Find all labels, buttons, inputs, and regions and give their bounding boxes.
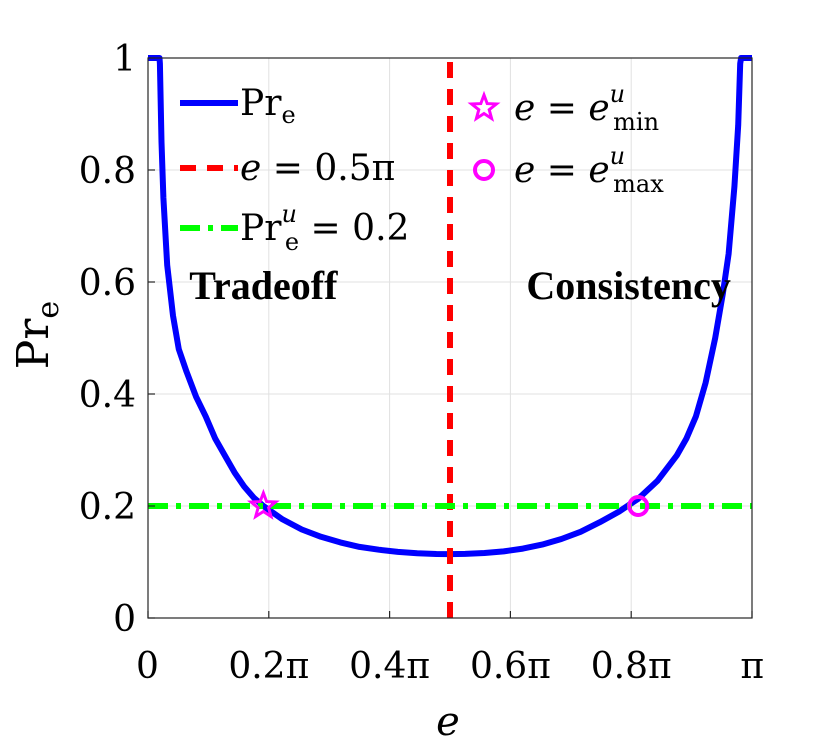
legend-label: Pre [240, 83, 296, 129]
y-tick-label: 0.6 [79, 263, 136, 304]
legend-circle-icon [473, 159, 495, 181]
x-axis-label: e [436, 699, 460, 745]
y-tick-label: 0.2 [79, 487, 136, 528]
annotation-consistency: Consistency [526, 263, 730, 308]
axis-ticks: 0 0.2π 0.4π 0.6π 0.8π π 0 0.2 0.4 0.6 0.8 1 [79, 39, 764, 687]
plot-markers [246, 488, 650, 520]
x-tick-label: 0 [136, 646, 159, 687]
x-tick-label: 0.8π [591, 646, 672, 687]
legend-star-icon [467, 90, 501, 122]
x-tick-label: 0.2π [228, 646, 309, 687]
legend-entry-2: Pru e = 0.2 [180, 200, 409, 256]
x-tick-label: π [740, 646, 764, 687]
legend-label: e = eu min [514, 80, 659, 136]
svg-text:Pre: Pre [8, 301, 66, 369]
legend-label: e = eu max [514, 142, 664, 198]
legend-entry-4: e = eu max [473, 142, 664, 198]
y-tick-label: 0 [113, 599, 136, 640]
plot-series [148, 55, 752, 618]
y-tick-label: 1 [113, 39, 136, 80]
marker-circle-emax [627, 495, 650, 517]
x-tick-label: 0.6π [470, 646, 551, 687]
legend-entry-0: Pre [180, 83, 296, 129]
legend-entry-1: e = 0.5π [180, 148, 395, 189]
y-tick-label: 0.8 [79, 151, 136, 192]
marker-star-emin [246, 488, 280, 520]
axes-box [147, 57, 753, 619]
y-axis-label: Pr [8, 318, 59, 370]
annotations: Tradeoff Consistency [189, 263, 731, 308]
x-tick-label: 0.4π [349, 646, 430, 687]
legend-label: e = 0.5π [240, 148, 395, 189]
legend-entry-3: e = eu min [467, 80, 659, 136]
annotation-tradeoff: Tradeoff [189, 263, 338, 308]
y-axis-label-subscript: e [31, 301, 66, 319]
y-axis-label-group: Pre [8, 301, 66, 369]
legend: Pre e = 0.5π Pru e = 0.2 e = eu min e = eu max [180, 80, 664, 256]
legend-label: Pru e = 0.2 [240, 200, 409, 256]
y-tick-label: 0.4 [79, 375, 136, 416]
series-line-0 [148, 55, 752, 558]
